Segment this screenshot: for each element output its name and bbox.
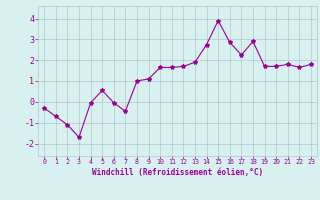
X-axis label: Windchill (Refroidissement éolien,°C): Windchill (Refroidissement éolien,°C) — [92, 168, 263, 177]
